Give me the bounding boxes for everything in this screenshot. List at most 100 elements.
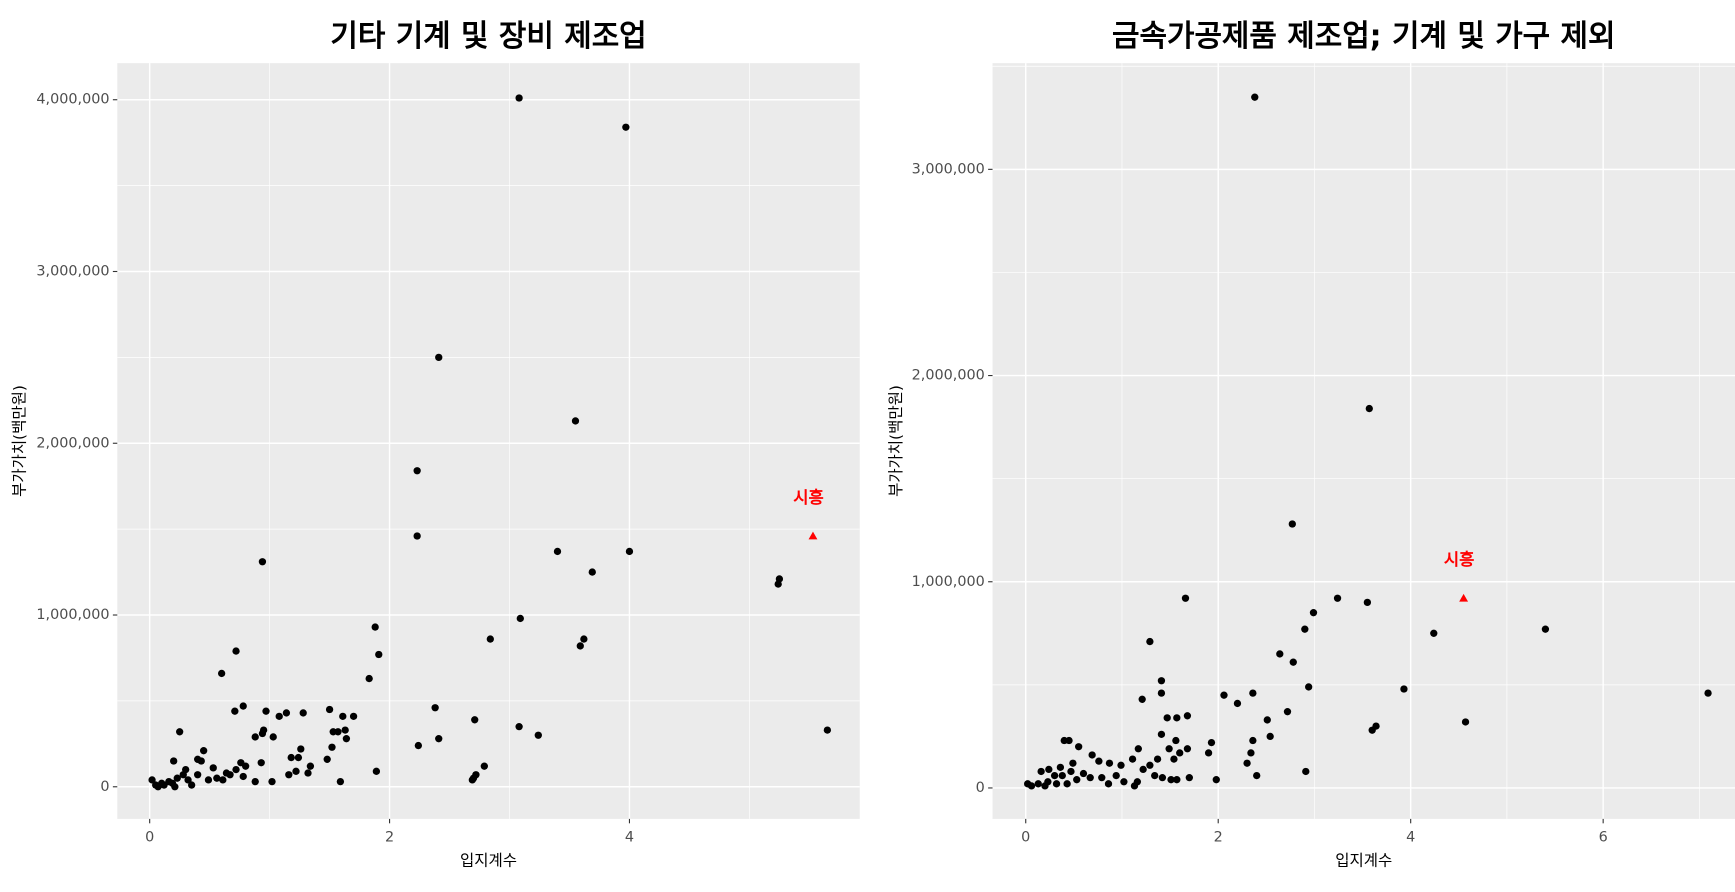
point — [222, 769, 231, 777]
point — [1128, 755, 1137, 763]
point — [213, 774, 221, 782]
point — [1024, 780, 1032, 788]
point — [1157, 677, 1166, 685]
point — [1249, 689, 1257, 697]
point — [375, 650, 383, 659]
point — [1243, 759, 1251, 767]
point — [1430, 629, 1438, 637]
point — [1045, 765, 1053, 774]
point — [588, 568, 596, 576]
point — [1098, 773, 1106, 782]
point — [553, 547, 562, 556]
point — [571, 417, 580, 425]
point — [1037, 767, 1045, 776]
point — [1041, 782, 1049, 790]
point — [1276, 650, 1284, 658]
highlight-point — [1459, 593, 1469, 602]
point — [334, 728, 342, 736]
point — [171, 783, 179, 791]
point — [188, 781, 196, 789]
point — [371, 623, 379, 631]
point — [1301, 625, 1309, 633]
point — [232, 765, 240, 774]
y-axis-label: 부가가치(백만원) — [887, 385, 905, 497]
y-tick-label: 2,000,000 — [36, 435, 109, 451]
point — [372, 767, 381, 775]
point — [1104, 780, 1113, 788]
point — [1052, 780, 1061, 788]
point — [1233, 699, 1242, 708]
point — [1266, 732, 1274, 741]
point — [1181, 594, 1190, 602]
y-tick-label: 3,000,000 — [36, 263, 109, 279]
point — [622, 123, 630, 131]
point — [1050, 771, 1059, 780]
point — [1363, 598, 1372, 607]
point — [1157, 730, 1166, 738]
point — [413, 532, 421, 540]
point — [194, 755, 202, 763]
point — [199, 747, 208, 755]
point — [775, 575, 784, 583]
panel-background — [117, 63, 860, 819]
point — [179, 771, 187, 779]
point — [287, 753, 295, 762]
point — [336, 777, 345, 786]
point — [170, 757, 178, 765]
point — [148, 776, 156, 784]
point — [154, 783, 162, 791]
point — [209, 764, 217, 772]
point — [328, 743, 336, 751]
point — [823, 726, 832, 734]
chart-title: 기타 기계 및 장비 제조업 — [330, 19, 646, 54]
point — [194, 771, 202, 779]
point — [269, 733, 277, 741]
point — [1400, 685, 1408, 693]
point — [258, 558, 267, 566]
point — [1088, 751, 1096, 759]
point — [1173, 776, 1181, 784]
point — [1153, 755, 1162, 763]
point — [323, 755, 331, 763]
point — [204, 776, 213, 784]
point — [294, 753, 303, 762]
point — [232, 647, 240, 655]
point — [257, 759, 265, 767]
x-axis-label: 입지계수 — [460, 851, 517, 869]
point — [1034, 780, 1042, 788]
point — [258, 729, 267, 738]
point — [468, 776, 476, 784]
point — [292, 767, 300, 775]
point — [299, 709, 307, 717]
point — [306, 762, 315, 770]
point — [1139, 765, 1147, 774]
point — [268, 777, 276, 786]
point — [1073, 776, 1081, 784]
point — [435, 735, 443, 743]
point — [275, 712, 283, 721]
y-tick-label: 4,000,000 — [36, 92, 109, 108]
point — [1075, 743, 1083, 751]
point — [1146, 637, 1154, 646]
point — [251, 733, 259, 741]
point — [1065, 736, 1073, 745]
point — [1134, 745, 1142, 753]
point — [1170, 755, 1178, 763]
point — [304, 769, 312, 777]
point — [1130, 782, 1139, 790]
x-tick-label: 6 — [1599, 830, 1608, 846]
point — [1247, 749, 1255, 757]
point — [1704, 689, 1712, 697]
point — [1063, 780, 1071, 788]
point — [1333, 594, 1342, 602]
point — [160, 781, 168, 789]
annotation-label: 시흥 — [793, 487, 824, 507]
x-axis-label: 입지계수 — [1335, 851, 1392, 869]
point — [342, 735, 351, 743]
point — [1289, 658, 1297, 666]
point — [1176, 749, 1184, 757]
x-tick-label: 0 — [1021, 830, 1030, 846]
point — [217, 669, 226, 678]
y-tick-label: 1,000,000 — [912, 574, 985, 590]
point — [471, 716, 479, 724]
